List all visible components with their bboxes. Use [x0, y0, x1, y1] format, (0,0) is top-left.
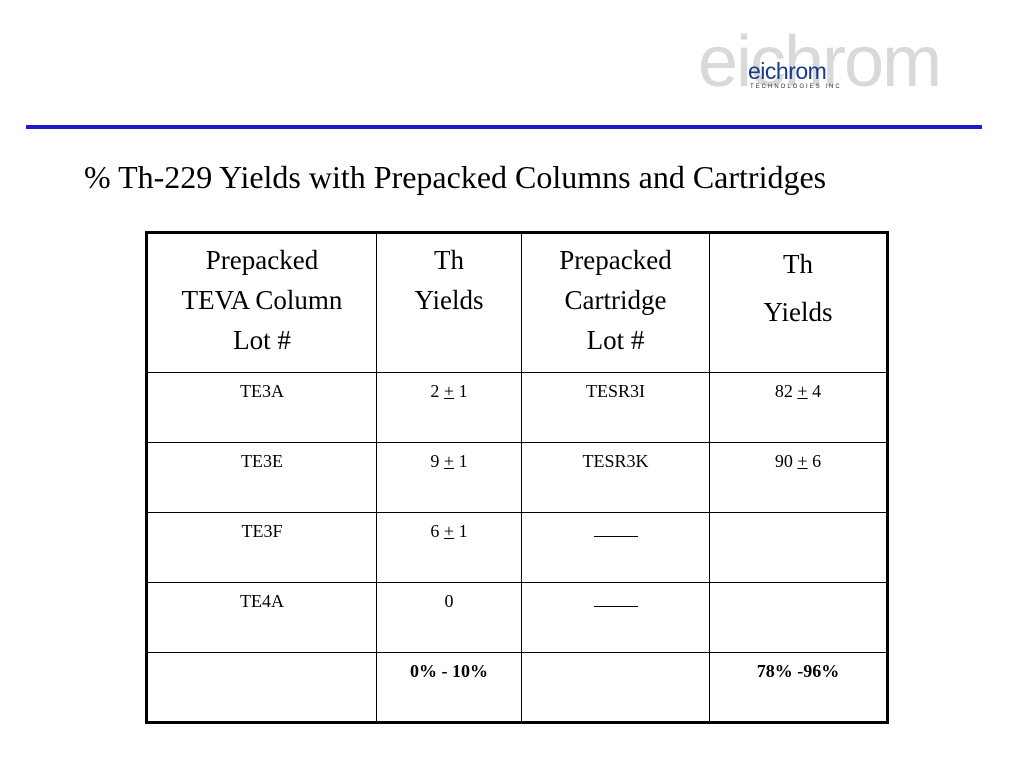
- eichrom-logo: eichrom eichrom TECHNOLOGIES INC: [690, 22, 990, 102]
- header-divider: [26, 125, 982, 129]
- totals-empty-cell: [146, 652, 377, 723]
- plus-minus-sign: +: [443, 381, 455, 401]
- cartridge-yield-cell: [709, 512, 888, 583]
- column-lot-cell: TE4A: [146, 582, 377, 653]
- header-cartridge-yields: Th Yields: [709, 232, 888, 373]
- yield-error: 1: [458, 521, 468, 541]
- column-yield-cell: 6 + 1: [376, 512, 522, 583]
- plus-minus-sign: +: [443, 451, 455, 471]
- table-row: TE3F 6 + 1: [146, 512, 888, 583]
- column-lot-cell: TE3E: [146, 442, 377, 513]
- yield-error: 6: [812, 451, 822, 471]
- header-cartridge-lot: Prepacked Cartridge Lot #: [521, 232, 710, 373]
- logo-brand-text: eichrom: [748, 58, 827, 84]
- header-line: Th: [434, 245, 464, 275]
- column-lot-cell: TE3A: [146, 372, 377, 443]
- cartridge-yield-cell: 82 + 4: [709, 372, 888, 443]
- header-line: Th: [783, 249, 813, 279]
- yield-value: 90: [774, 451, 793, 471]
- column-lot-cell: TE3F: [146, 512, 377, 583]
- slide-title: % Th-229 Yields with Prepacked Columns a…: [84, 159, 827, 195]
- table-row: TE3A 2 + 1 TESR3I 82 + 4: [146, 372, 888, 443]
- column-yield-cell: 0: [376, 582, 522, 653]
- plus-minus-sign: +: [443, 521, 455, 541]
- header-line: Lot #: [586, 325, 645, 355]
- header-line: TEVA Column: [181, 285, 343, 315]
- logo-tagline: TECHNOLOGIES INC: [750, 84, 842, 90]
- column-yield-range: 0% - 10%: [376, 652, 522, 723]
- totals-row: 0% - 10% 78% -96%: [146, 652, 888, 723]
- blank-line: [593, 592, 638, 607]
- column-yield-cell: 2 + 1: [376, 372, 522, 443]
- header-line: Prepacked: [559, 245, 672, 275]
- plus-minus-sign: +: [797, 381, 808, 401]
- yield-value: 9: [430, 451, 440, 471]
- table-row: TE4A 0: [146, 582, 888, 653]
- yield-value: 82: [774, 381, 793, 401]
- cartridge-lot-cell: TESR3K: [521, 442, 710, 513]
- yield-error: 4: [812, 381, 822, 401]
- yield-value: 6: [430, 521, 440, 541]
- header-column-yields: Th Yields: [376, 232, 522, 373]
- logo-watermark-text: eichrom: [698, 22, 942, 102]
- header-line: Yields: [763, 297, 833, 327]
- yield-value: 2: [430, 381, 440, 401]
- column-yield-cell: 9 + 1: [376, 442, 522, 513]
- cartridge-yield-range: 78% -96%: [709, 652, 888, 723]
- totals-empty-cell: [521, 652, 710, 723]
- header-line: Prepacked: [205, 245, 319, 275]
- yield-value: 0: [444, 591, 454, 611]
- table-row: TE3E 9 + 1 TESR3K 90 + 6: [146, 442, 888, 513]
- blank-line: [593, 522, 638, 537]
- yields-table: Prepacked TEVA Column Lot # Th Yields Pr…: [145, 231, 889, 724]
- yield-error: 1: [458, 381, 468, 401]
- cartridge-lot-cell: [521, 582, 710, 653]
- cartridge-lot-cell: [521, 512, 710, 583]
- header-line: Yields: [414, 285, 484, 315]
- header-line: Cartridge: [564, 285, 667, 315]
- plus-minus-sign: +: [797, 451, 808, 471]
- yield-error: 1: [458, 451, 468, 471]
- cartridge-yield-cell: [709, 582, 888, 653]
- cartridge-yield-cell: 90 + 6: [709, 442, 888, 513]
- header-column-lot: Prepacked TEVA Column Lot #: [146, 232, 377, 373]
- header-line: Lot #: [233, 325, 291, 355]
- table-header-row: Prepacked TEVA Column Lot # Th Yields Pr…: [146, 232, 888, 373]
- cartridge-lot-cell: TESR3I: [521, 372, 710, 443]
